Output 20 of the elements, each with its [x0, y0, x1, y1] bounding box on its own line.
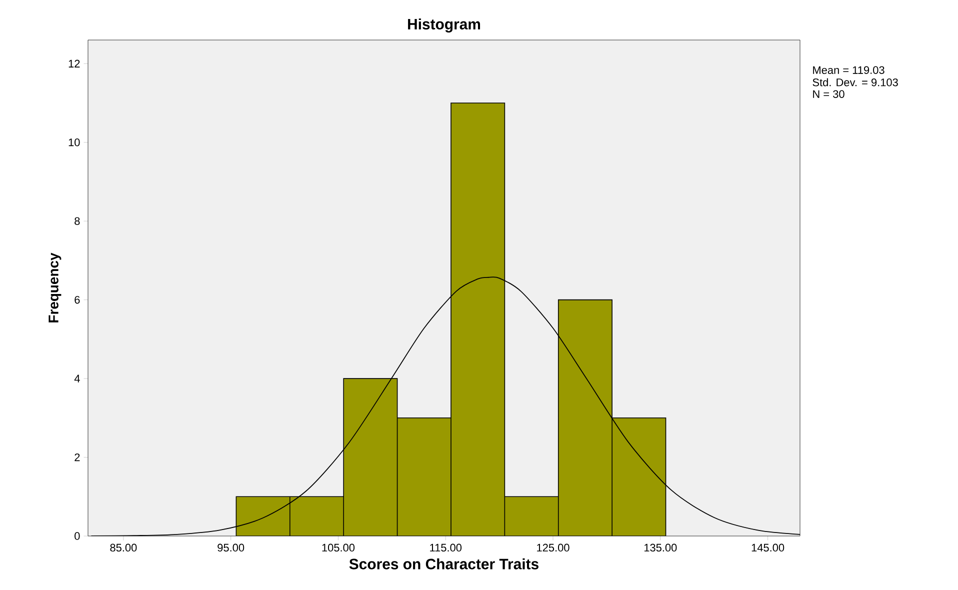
y-tick-label: 6 [74, 296, 80, 304]
x-tick-label: 145.00 [752, 544, 784, 552]
x-tick-label: 125.00 [537, 544, 570, 552]
y-tick-label: 10 [68, 138, 80, 146]
y-tick-label: 2 [74, 453, 80, 462]
x-axis-title: Scores on Character Traits [349, 558, 538, 570]
y-tick-label: 12 [68, 60, 80, 68]
text: N = 30 [813, 90, 844, 98]
y-tick-label: 8 [74, 217, 80, 225]
y-tick-label: 4 [74, 374, 80, 382]
x-tick-label: 95.00 [218, 544, 244, 552]
x-tick-label: 105.00 [322, 544, 355, 552]
y-axis-title: Frequency [48, 252, 62, 322]
x-tick-label: 115.00 [430, 544, 462, 552]
x-tick-label: 85.00 [110, 544, 137, 552]
text: Std. Dev. = 9.103 [812, 78, 898, 86]
y-tick-label: 0 [74, 532, 80, 540]
x-tick-label: 135.00 [644, 544, 677, 552]
text: Mean = 119.03 [813, 66, 884, 74]
chart-title: Histogram [408, 18, 480, 33]
